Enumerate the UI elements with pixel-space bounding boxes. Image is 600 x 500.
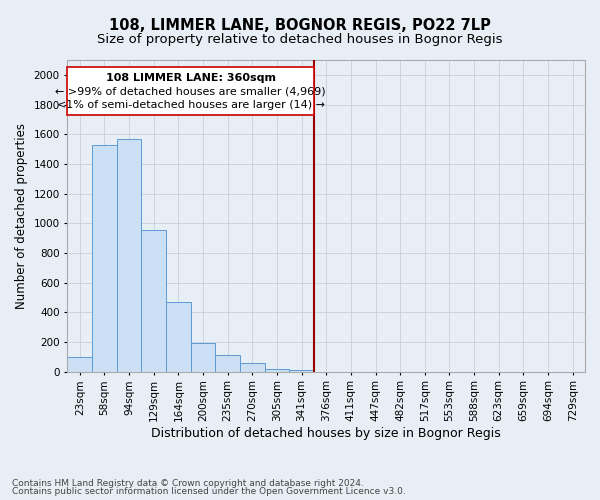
Bar [92,144,117,372]
Text: ← >99% of detached houses are smaller (4,969): ← >99% of detached houses are smaller (4… [55,86,326,96]
Text: 108 LIMMER LANE: 360sqm: 108 LIMMER LANE: 360sqm [106,73,275,83]
Bar [166,302,191,372]
Text: Contains HM Land Registry data © Crown copyright and database right 2024.: Contains HM Land Registry data © Crown c… [12,478,364,488]
FancyBboxPatch shape [67,68,314,115]
Bar [117,140,142,372]
Text: 108, LIMMER LANE, BOGNOR REGIS, PO22 7LP: 108, LIMMER LANE, BOGNOR REGIS, PO22 7LP [109,18,491,32]
Bar [265,368,289,372]
X-axis label: Distribution of detached houses by size in Bognor Regis: Distribution of detached houses by size … [151,427,501,440]
Bar [215,356,240,372]
Bar [240,363,265,372]
Bar [142,230,166,372]
Bar [289,370,314,372]
Bar [67,357,92,372]
Text: Size of property relative to detached houses in Bognor Regis: Size of property relative to detached ho… [97,32,503,46]
Text: Contains public sector information licensed under the Open Government Licence v3: Contains public sector information licen… [12,487,406,496]
Text: <1% of semi-detached houses are larger (14) →: <1% of semi-detached houses are larger (… [56,100,325,110]
Bar [191,342,215,372]
Y-axis label: Number of detached properties: Number of detached properties [15,123,28,309]
